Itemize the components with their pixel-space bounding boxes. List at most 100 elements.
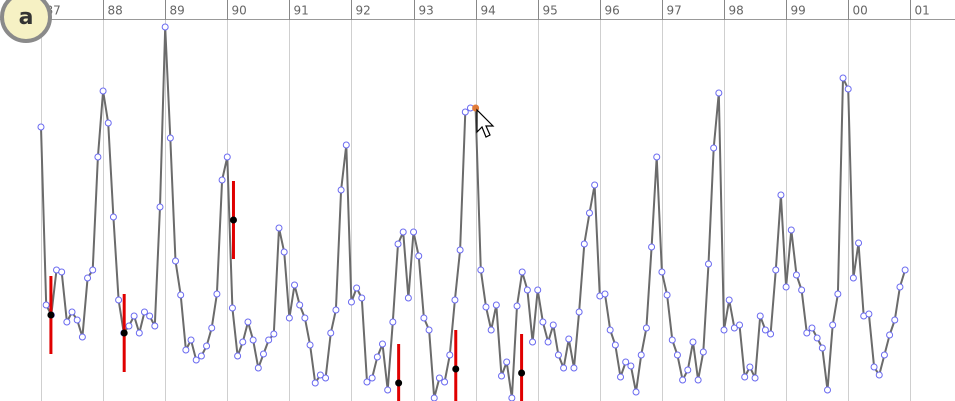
x-tick-label: 00 xyxy=(853,4,868,18)
data-point xyxy=(792,271,800,279)
data-point xyxy=(477,266,485,274)
data-point xyxy=(694,376,702,384)
data-point xyxy=(518,268,526,276)
data-point xyxy=(498,372,506,380)
data-point xyxy=(689,338,697,346)
data-point xyxy=(259,350,267,358)
data-point xyxy=(109,213,117,221)
data-point xyxy=(849,274,857,282)
data-point xyxy=(311,379,319,387)
data-point xyxy=(228,304,236,312)
estimate-point xyxy=(229,216,237,224)
data-point xyxy=(824,386,832,394)
data-point xyxy=(736,321,744,329)
data-point xyxy=(767,330,775,338)
data-point xyxy=(808,324,816,332)
data-point xyxy=(637,351,645,359)
data-point xyxy=(746,363,754,371)
data-point xyxy=(42,301,50,309)
x-tick-label: 99 xyxy=(791,4,806,18)
data-point xyxy=(880,351,888,359)
data-point xyxy=(756,312,764,320)
data-point xyxy=(782,283,790,291)
data-point xyxy=(580,240,588,248)
data-point xyxy=(254,364,262,372)
data-point xyxy=(177,291,185,299)
data-point xyxy=(622,358,630,366)
data-point xyxy=(710,144,718,152)
data-point xyxy=(146,312,154,320)
data-point xyxy=(353,284,361,292)
data-point xyxy=(829,321,837,329)
data-point xyxy=(725,296,733,304)
data-point xyxy=(658,268,666,276)
data-point xyxy=(699,348,707,356)
data-point xyxy=(627,362,635,370)
data-point xyxy=(684,366,692,374)
data-point xyxy=(441,378,449,386)
data-point xyxy=(99,87,107,95)
data-point xyxy=(492,301,500,309)
data-point xyxy=(373,353,381,361)
data-point xyxy=(886,331,894,339)
data-point xyxy=(570,364,578,372)
x-tick-label: 96 xyxy=(605,4,620,18)
data-point xyxy=(446,351,454,359)
data-point xyxy=(529,338,537,346)
data-point xyxy=(855,239,863,247)
data-point xyxy=(151,322,159,330)
data-point xyxy=(513,302,521,310)
data-point xyxy=(410,228,418,236)
data-point xyxy=(668,336,676,344)
data-point xyxy=(94,153,102,161)
data-point xyxy=(523,286,531,294)
data-point xyxy=(430,394,438,401)
data-point xyxy=(78,333,86,341)
data-point xyxy=(404,294,412,302)
data-point xyxy=(503,358,511,366)
data-point xyxy=(554,351,562,359)
data-point xyxy=(332,306,340,314)
data-point xyxy=(508,394,516,401)
x-tick-label: 92 xyxy=(356,4,371,18)
x-tick-label: 88 xyxy=(108,4,123,18)
data-point xyxy=(456,246,464,254)
data-point xyxy=(834,290,842,298)
data-point xyxy=(63,318,71,326)
data-point xyxy=(865,310,873,318)
data-point xyxy=(482,303,490,311)
data-point xyxy=(358,294,366,302)
data-point xyxy=(368,374,376,382)
data-point xyxy=(632,388,640,396)
badge: a xyxy=(0,0,52,43)
data-point xyxy=(389,318,397,326)
data-point xyxy=(565,335,573,343)
data-point xyxy=(787,226,795,234)
data-point xyxy=(653,153,661,161)
data-point xyxy=(135,329,143,337)
x-tick-label: 98 xyxy=(729,4,744,18)
data-point xyxy=(772,266,780,274)
data-point xyxy=(306,341,314,349)
data-point xyxy=(291,281,299,289)
data-point xyxy=(275,224,283,232)
data-point xyxy=(234,352,242,360)
data-point xyxy=(37,123,45,131)
data-point xyxy=(301,314,309,322)
data-point xyxy=(844,85,852,93)
data-point xyxy=(197,352,205,360)
data-point xyxy=(896,283,904,291)
data-point xyxy=(156,203,164,211)
data-point xyxy=(549,321,557,329)
data-point xyxy=(166,134,174,142)
data-point xyxy=(875,371,883,379)
x-tick-label: 93 xyxy=(419,4,434,18)
data-point xyxy=(265,336,273,344)
data-point xyxy=(249,336,257,344)
data-point xyxy=(394,240,402,248)
data-point xyxy=(172,257,180,265)
data-point xyxy=(575,308,583,316)
data-point xyxy=(751,374,759,382)
data-point xyxy=(384,386,392,394)
